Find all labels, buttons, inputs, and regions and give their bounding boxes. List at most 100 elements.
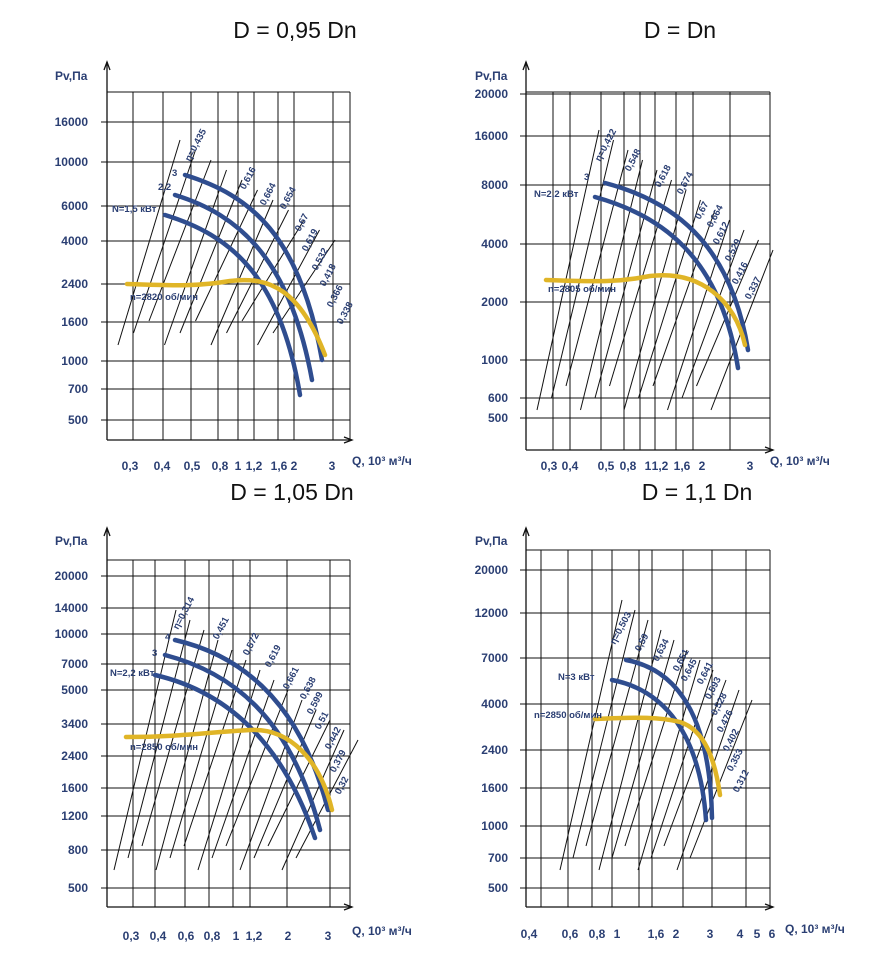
y-tick-label: 1000: [61, 354, 88, 368]
y-tick-label: 2400: [61, 277, 88, 291]
x-tick-label: 0,3: [122, 459, 139, 473]
y-tick-label: 14000: [55, 601, 89, 615]
y-tick-label: 20000: [475, 563, 509, 577]
x-tick-label: 4: [737, 927, 744, 941]
x-axis-label: Q, 10³ м³/ч: [785, 922, 845, 936]
y-axis-arrow: [103, 526, 111, 537]
system-line: [117, 139, 181, 346]
chart-title: D = Dn: [644, 17, 716, 43]
x-tick-label: 2: [291, 459, 298, 473]
x-tick-label: 0,4: [154, 459, 171, 473]
x-axis-label: Q, 10³ м³/ч: [352, 924, 412, 938]
x-tick-label: 1,2: [246, 459, 263, 473]
efficiency-label: 0,529: [723, 237, 744, 263]
system-line: [594, 169, 658, 399]
y-tick-label: 500: [488, 881, 508, 895]
system-line: [210, 199, 274, 346]
efficiency-label: 0,616: [238, 165, 259, 191]
system-line: [267, 719, 331, 847]
efficiency-label: 0,572: [241, 631, 262, 657]
x-tick-label: 0,4: [521, 927, 538, 941]
x-tick-label: 1: [645, 459, 652, 473]
system-line: [580, 159, 643, 411]
y-tick-label: 1200: [61, 809, 88, 823]
power-value: 3: [172, 168, 177, 179]
speed-label: n=2820 об/мин: [130, 292, 198, 303]
chart-panel-3: D = 1,05 Dn Pv,Па Q, 10³ м³/ч 20000 14000 100…: [55, 479, 412, 943]
x-axis-label: Q, 10³ м³/ч: [770, 454, 830, 468]
x-tick-label: 1: [235, 459, 242, 473]
system-line: [565, 149, 629, 387]
y-tick-label: 2400: [61, 749, 88, 763]
y-tick-label: 500: [488, 411, 508, 425]
system-line: [650, 669, 714, 859]
system-line: [253, 709, 317, 859]
y-tick-label: 800: [68, 843, 88, 857]
efficiency-label: 0,59: [633, 632, 651, 653]
system-line: [226, 209, 289, 334]
efficiency-label: 0,664: [258, 181, 279, 208]
performance-curve: [172, 192, 315, 383]
y-tick-label: 500: [68, 881, 88, 895]
x-axis-arrow: [764, 903, 775, 911]
x-tick-label: 0,6: [562, 927, 579, 941]
system-line: [689, 699, 753, 859]
y-axis-label: Pv,Па: [55, 534, 88, 548]
system-line: [585, 619, 649, 847]
y-axis-arrow: [522, 526, 530, 537]
system-line: [681, 229, 745, 399]
performance-curve: [623, 657, 715, 821]
x-tick-label: 5: [754, 927, 761, 941]
x-axis-label: Q, 10³ м³/ч: [352, 454, 412, 468]
power-label: N=2,2 кВт: [534, 189, 579, 200]
performance-curve: [602, 180, 751, 353]
x-tick-label: 1,6: [648, 927, 665, 941]
y-tick-label: 10000: [55, 155, 89, 169]
y-tick-label: 4000: [481, 697, 508, 711]
power-label: N=1,5 кВт: [112, 204, 157, 215]
y-tick-label: 4000: [61, 234, 88, 248]
y-tick-label: 16000: [55, 115, 89, 129]
y-tick-label: 700: [488, 851, 508, 865]
speed-label: n=2805 об/мин: [548, 284, 616, 295]
y-tick-label: 20000: [475, 87, 509, 101]
chart-title: D = 0,95 Dn: [233, 17, 356, 43]
efficiency-label: 0,548: [623, 147, 644, 173]
x-tick-label: 0,4: [562, 459, 579, 473]
y-tick-label: 7000: [481, 651, 508, 665]
chart-panel-2: D = Dn Pv,Па Q, 10³ м³/ч 20000 16000 8000 4000…: [475, 17, 830, 473]
y-tick-label: 7000: [61, 657, 88, 671]
system-line: [536, 129, 600, 411]
x-tick-label: 1,2: [246, 929, 263, 943]
system-line: [638, 199, 701, 399]
chart-panel-1: D = 0,95 Dn Pv,Па Q, 10³ м³/ч 16000 10000 600…: [55, 17, 412, 473]
system-line: [624, 649, 688, 847]
power-value: 2,2: [158, 182, 171, 193]
performance-curve: [182, 172, 325, 363]
efficiency-label: 0,338: [335, 300, 356, 326]
x-tick-label: 0,3: [123, 929, 140, 943]
y-tick-label: 1600: [61, 781, 88, 795]
system-line: [559, 599, 623, 871]
y-tick-label: 16000: [475, 129, 509, 143]
y-tick-label: 5000: [61, 683, 88, 697]
y-tick-label: 2400: [481, 743, 508, 757]
x-tick-label: 0,5: [598, 459, 615, 473]
x-tick-label: 3: [747, 459, 754, 473]
x-tick-label: 2: [699, 459, 706, 473]
y-tick-label: 8000: [481, 178, 508, 192]
efficiency-label: 0,337: [743, 275, 764, 301]
system-line: [225, 689, 289, 847]
system-line: [572, 609, 636, 859]
system-line: [195, 189, 258, 322]
system-line: [239, 699, 303, 871]
x-tick-label: 1,2: [652, 459, 669, 473]
rpm-curve: [123, 727, 335, 813]
system-line: [257, 229, 320, 346]
y-tick-label: 1600: [481, 781, 508, 795]
x-tick-label: 0,6: [178, 929, 195, 943]
efficiency-label: 0,416: [730, 260, 751, 286]
efficiency-label: 0,654: [278, 185, 299, 212]
x-tick-label: 3: [329, 459, 336, 473]
